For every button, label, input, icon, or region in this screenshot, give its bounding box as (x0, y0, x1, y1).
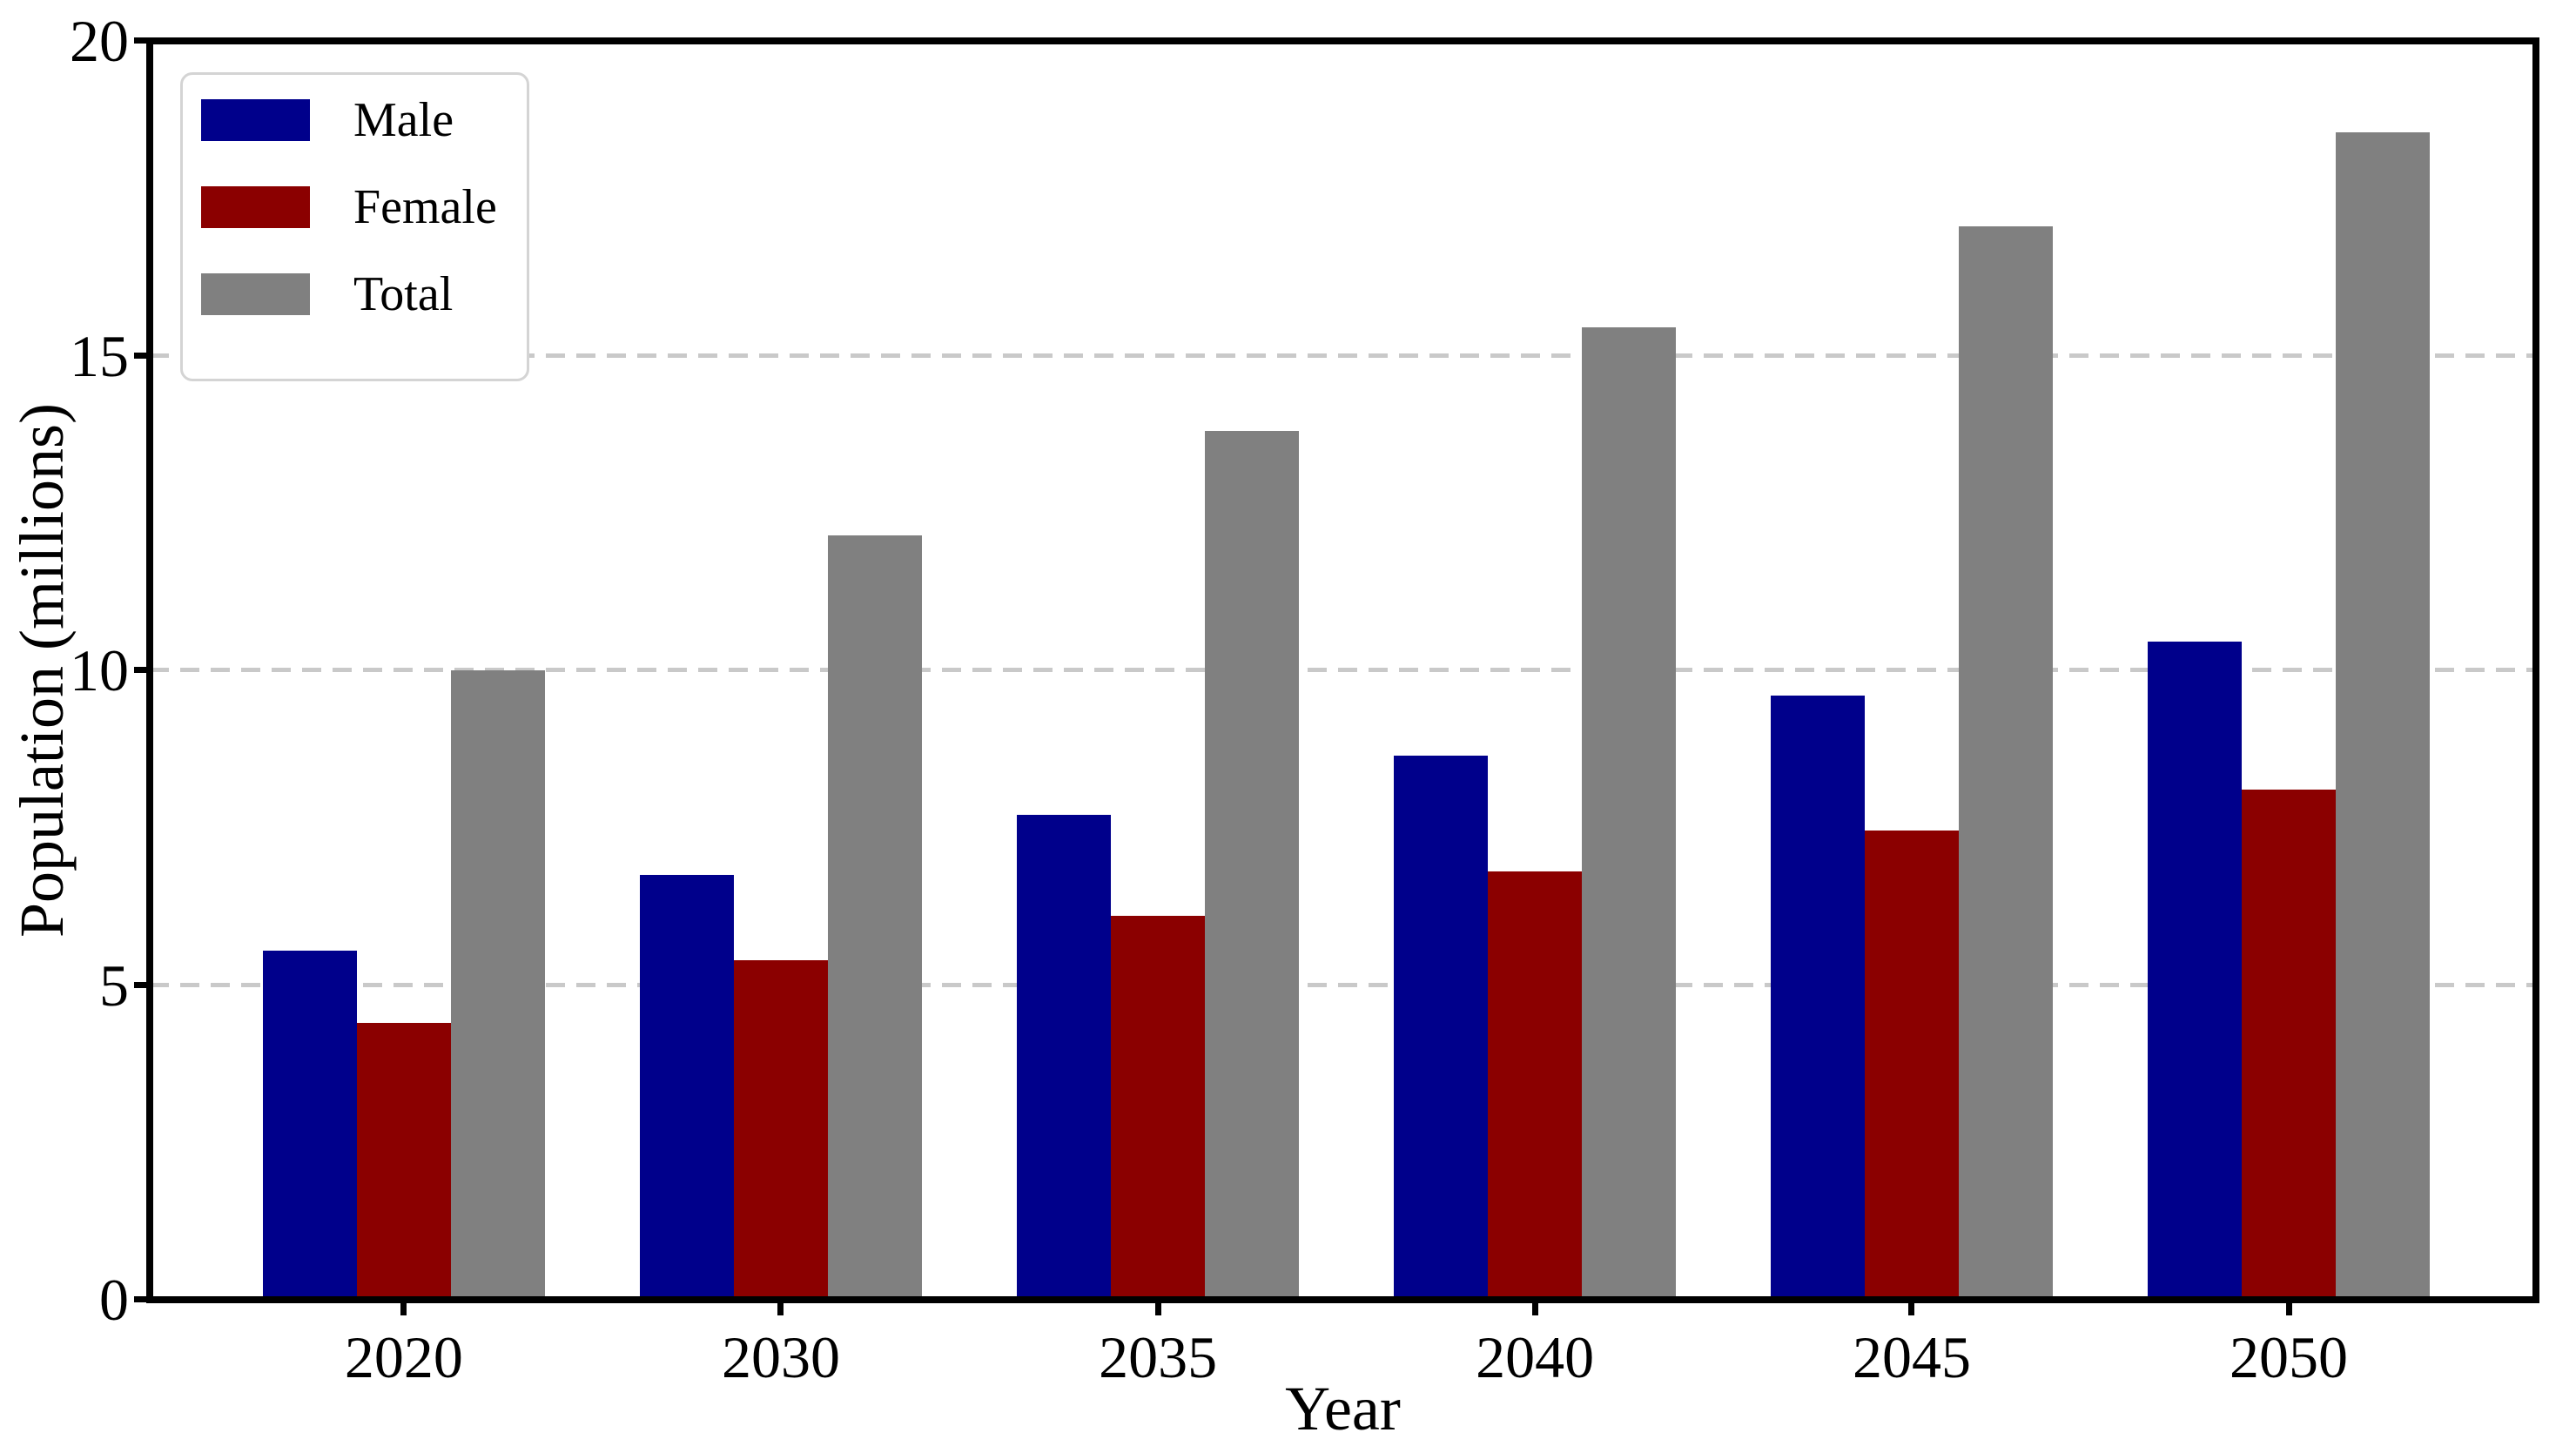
bar-female-2020 (356, 1022, 451, 1300)
top-spine (146, 37, 2539, 44)
x-tick-label-2050: 2050 (2230, 1324, 2349, 1390)
x-tick-2050 (2285, 1303, 2292, 1315)
bar-female-2035 (1111, 915, 1206, 1300)
female-color-swatch (201, 186, 310, 228)
gridline-15 (150, 353, 2536, 358)
legend-label-female: Female (353, 180, 497, 234)
x-tick-label-2045: 2045 (1852, 1324, 1971, 1390)
legend-label-total: Total (353, 267, 454, 321)
y-tick-label-15: 15 (70, 322, 129, 389)
male-color-swatch (201, 99, 310, 141)
bar-total-2050 (2336, 131, 2431, 1300)
bar-male-2020 (262, 950, 357, 1300)
x-tick-label-2035: 2035 (1099, 1324, 1218, 1390)
x-tick-label-2040: 2040 (1476, 1324, 1595, 1390)
bar-female-2050 (2242, 790, 2337, 1300)
bar-total-2030 (827, 535, 922, 1300)
x-tick-2030 (777, 1303, 784, 1315)
gridline-5 (150, 982, 2536, 987)
y-tick-label-0: 0 (99, 1267, 129, 1333)
y-tick-label-5: 5 (99, 952, 129, 1019)
x-tick-label-2030: 2030 (721, 1324, 840, 1390)
bar-female-2040 (1488, 871, 1583, 1300)
bar-male-2045 (1770, 695, 1865, 1300)
bar-male-2030 (639, 874, 734, 1300)
y-axis-title: Population (millions) (7, 402, 77, 938)
right-spine (2532, 37, 2539, 1303)
bar-total-2035 (1205, 431, 1300, 1300)
x-axis-title: Year (1285, 1374, 1401, 1443)
legend: Male Female Total (180, 72, 529, 381)
y-tick-15 (134, 352, 146, 359)
y-tick-10 (134, 667, 146, 673)
legend-item-female: Female (183, 164, 527, 251)
bar-male-2035 (1017, 815, 1112, 1300)
y-tick-label-10: 10 (70, 637, 129, 703)
legend-label-male: Male (353, 93, 454, 147)
y-tick-label-20: 20 (70, 8, 129, 74)
bar-total-2045 (1958, 226, 2053, 1300)
total-color-swatch (201, 273, 310, 315)
y-axis-spine (146, 37, 153, 1303)
x-tick-label-2020: 2020 (344, 1324, 463, 1390)
bar-female-2045 (1864, 831, 1959, 1300)
bar-male-2040 (1394, 755, 1489, 1300)
bar-total-2020 (450, 670, 545, 1300)
x-tick-2040 (1531, 1303, 1538, 1315)
y-tick-20 (134, 37, 146, 44)
x-tick-2045 (1908, 1303, 1915, 1315)
x-tick-2020 (400, 1303, 407, 1315)
gridline-10 (150, 668, 2536, 672)
y-tick-5 (134, 981, 146, 988)
x-axis-spine (146, 1296, 2539, 1303)
bar-total-2040 (1582, 326, 1677, 1300)
x-tick-2035 (1154, 1303, 1161, 1315)
legend-item-total: Total (183, 251, 527, 338)
y-tick-0 (134, 1296, 146, 1302)
plot-area: 0 5 10 15 20 2020 2030 2035 2040 2045 2050 Popula… (7, 8, 2539, 1443)
legend-item-male: Male (183, 77, 527, 164)
bar-male-2050 (2148, 642, 2243, 1300)
bar-female-2030 (733, 959, 828, 1300)
